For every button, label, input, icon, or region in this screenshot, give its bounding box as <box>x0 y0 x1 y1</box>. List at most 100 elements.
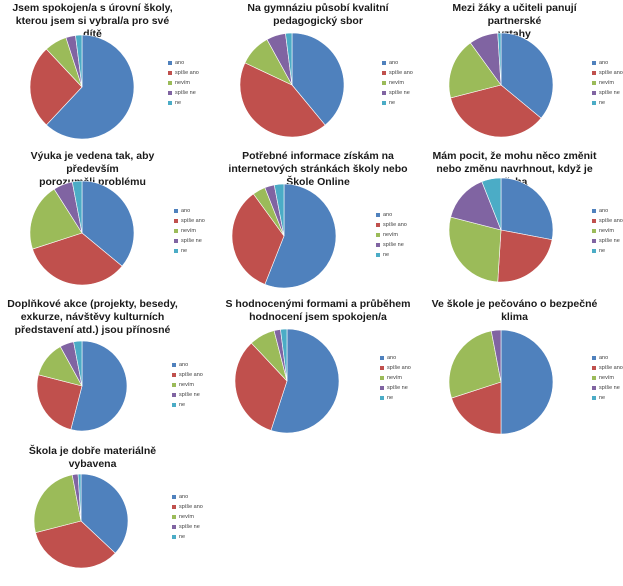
legend-swatch <box>380 376 384 380</box>
legend-label: ano <box>179 362 189 368</box>
pie-slice-ano <box>500 32 554 119</box>
legend-swatch <box>382 81 386 85</box>
legend-swatch <box>172 505 176 509</box>
legend-swatch <box>168 81 172 85</box>
legend-label: ne <box>599 248 606 254</box>
legend-swatch <box>592 61 596 65</box>
legend-swatch <box>174 209 178 213</box>
pie-slice-ano <box>291 32 345 126</box>
pie-chart <box>29 34 135 140</box>
legend-label: ne <box>389 100 396 106</box>
pie-slice-nevim <box>448 216 502 283</box>
legend-swatch <box>172 535 176 539</box>
legend-swatch <box>168 61 172 65</box>
legend-label: spíše ano <box>387 365 411 371</box>
pie-slice-ano <box>80 473 129 554</box>
legend-label: spíše ne <box>599 385 620 391</box>
pie-slice-spise-ne <box>490 329 502 383</box>
pie-slice-spise-ano <box>239 62 326 138</box>
pie-slice-ne <box>71 180 83 234</box>
legend-label: spíše ne <box>387 385 408 391</box>
pie-chart <box>36 340 128 432</box>
chart-title: Ve škole je pečováno o bezpečné klima <box>431 298 598 323</box>
legend-label: ano <box>175 60 185 66</box>
legend-swatch <box>174 239 178 243</box>
legend-swatch <box>592 249 596 253</box>
pie-slice-spise-ano <box>234 342 288 431</box>
pie-chart <box>448 32 554 138</box>
legend-swatch <box>172 515 176 519</box>
legend-swatch <box>168 71 172 75</box>
legend-label: ano <box>389 60 399 66</box>
legend-label: ano <box>181 208 191 214</box>
legend-swatch <box>376 243 380 247</box>
pie-slice-ano <box>45 34 135 140</box>
pie-slice-ne <box>285 32 293 86</box>
chart-title: S hodnocenými formami a průběhem hodnoce… <box>225 298 411 323</box>
pie-slice-nevim <box>448 42 502 99</box>
pie-slice-spise-ano <box>32 232 123 286</box>
legend-swatch <box>168 91 172 95</box>
legend-label: ano <box>383 212 393 218</box>
legend-swatch <box>592 356 596 360</box>
legend-swatch <box>592 219 596 223</box>
legend-label: spíše ne <box>179 392 200 398</box>
legend-swatch <box>174 249 178 253</box>
legend-label: ne <box>179 402 186 408</box>
legend-label: nevím <box>179 382 194 388</box>
legend-label: spíše ne <box>179 524 200 530</box>
pie-slice-nevim <box>448 330 502 399</box>
legend-label: ano <box>387 355 397 361</box>
pie-slice-nevim <box>33 474 82 534</box>
legend-label: ne <box>383 252 390 258</box>
legend-swatch <box>168 101 172 105</box>
legend-label: spíše ano <box>599 365 623 371</box>
pie-slice-ano <box>70 340 128 432</box>
legend-swatch <box>382 61 386 65</box>
pie-slice-spise-ano <box>451 381 502 435</box>
pie-slice-ano <box>500 177 554 241</box>
legend-label: ne <box>599 100 606 106</box>
legend-swatch <box>592 386 596 390</box>
legend-swatch <box>174 219 178 223</box>
chart-title: Výuka je vedena tak, aby především poroz… <box>30 150 155 188</box>
legend-swatch <box>592 209 596 213</box>
legend-swatch <box>380 356 384 360</box>
legend-swatch <box>174 229 178 233</box>
legend-swatch <box>376 223 380 227</box>
legend-label: spíše ano <box>389 70 413 76</box>
legend-swatch <box>376 233 380 237</box>
pie-slice-spise-ano <box>35 520 116 569</box>
pie-chart <box>29 180 135 286</box>
legend-swatch <box>376 253 380 257</box>
pie-chart <box>33 473 129 569</box>
chart-title: Na gymnáziu působí kvalitní pedagogický … <box>247 2 389 27</box>
legend-label: ne <box>599 395 606 401</box>
pie-slice-ano <box>270 328 340 434</box>
legend-label: ano <box>599 208 609 214</box>
pie-slice-ano <box>264 183 337 289</box>
legend-label: spíše ano <box>599 70 623 76</box>
pie-slice-spise-ano <box>36 374 83 430</box>
legend-swatch <box>382 101 386 105</box>
legend-label: spíše ne <box>599 90 620 96</box>
legend-swatch <box>382 91 386 95</box>
chart-title: Doplňkové akce (projekty, besedy, exkurz… <box>7 298 178 336</box>
pie-slice-spise-ano <box>29 48 83 126</box>
legend-label: nevím <box>179 514 194 520</box>
legend-label: nevím <box>389 80 404 86</box>
legend-swatch <box>172 393 176 397</box>
legend-swatch <box>592 91 596 95</box>
pie-slice-ne <box>481 177 502 231</box>
legend-label: spíše ano <box>179 504 203 510</box>
legend-label: spíše ne <box>383 242 404 248</box>
pie-slice-spise-ano <box>450 84 542 138</box>
legend-label: ano <box>179 494 189 500</box>
pie-chart <box>231 183 337 289</box>
legend-label: ne <box>175 100 182 106</box>
legend-label: spíše ano <box>179 372 203 378</box>
pie-slice-ne <box>273 183 285 237</box>
legend-label: spíše ne <box>389 90 410 96</box>
legend-label: ano <box>599 355 609 361</box>
legend-label: nevím <box>383 232 398 238</box>
